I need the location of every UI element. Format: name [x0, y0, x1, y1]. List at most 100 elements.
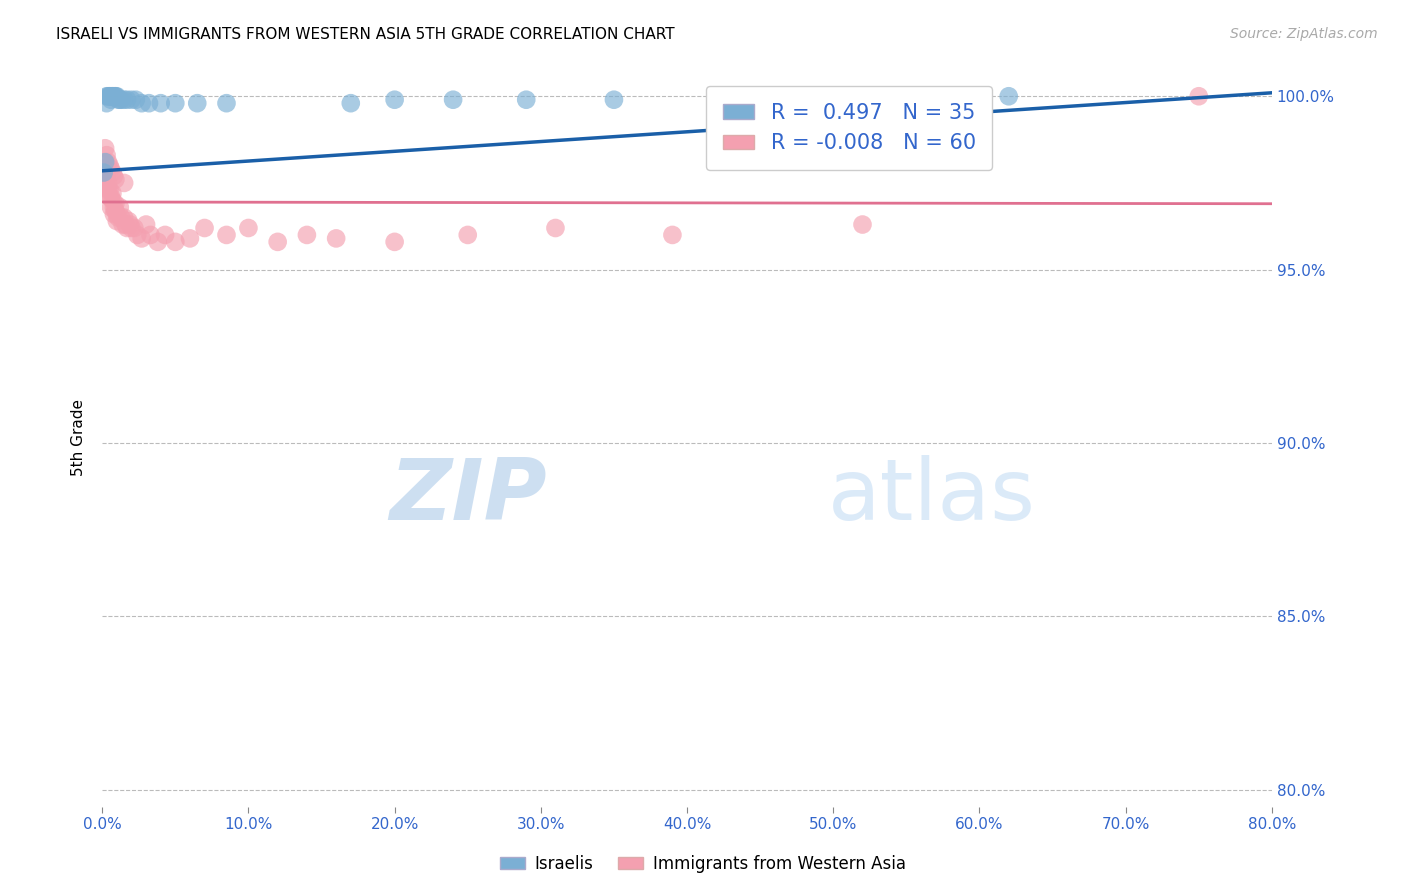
Point — [138, 96, 160, 111]
Point — [117, 214, 139, 228]
Point — [295, 227, 318, 242]
Point — [339, 96, 361, 111]
Point — [384, 93, 406, 107]
Point — [851, 218, 873, 232]
Point — [105, 207, 128, 221]
Point — [118, 218, 141, 232]
Text: ZIP: ZIP — [389, 455, 547, 539]
Point — [101, 186, 124, 201]
Point — [100, 93, 122, 107]
Point — [98, 89, 121, 103]
Point — [100, 162, 122, 177]
Point — [112, 211, 135, 225]
Point — [103, 207, 125, 221]
Point — [94, 155, 117, 169]
Point — [139, 227, 162, 242]
Point — [515, 93, 537, 107]
Point — [104, 196, 127, 211]
Point — [193, 221, 215, 235]
Point — [104, 89, 127, 103]
Point — [94, 176, 117, 190]
Point — [131, 96, 153, 111]
Point — [603, 93, 626, 107]
Point — [104, 172, 127, 186]
Point — [97, 89, 120, 103]
Point — [94, 165, 117, 179]
Point — [108, 200, 131, 214]
Point — [325, 231, 347, 245]
Point — [100, 190, 122, 204]
Point — [215, 227, 238, 242]
Point — [111, 218, 134, 232]
Point — [107, 211, 129, 225]
Point — [266, 235, 288, 249]
Point — [115, 221, 138, 235]
Point — [97, 183, 120, 197]
Point — [112, 93, 135, 107]
Point — [146, 235, 169, 249]
Point — [96, 169, 118, 183]
Point — [108, 93, 131, 107]
Point — [544, 221, 567, 235]
Y-axis label: 5th Grade: 5th Grade — [72, 400, 86, 476]
Point — [135, 218, 157, 232]
Point — [107, 93, 129, 107]
Point — [96, 179, 118, 194]
Point — [97, 176, 120, 190]
Point — [441, 93, 464, 107]
Point — [661, 227, 683, 242]
Point — [127, 227, 149, 242]
Point — [101, 89, 124, 103]
Point — [153, 227, 176, 242]
Legend: R =  0.497   N = 35, R = -0.008   N = 60: R = 0.497 N = 35, R = -0.008 N = 60 — [706, 87, 993, 170]
Point — [384, 235, 406, 249]
Point — [179, 231, 201, 245]
Point — [165, 96, 187, 111]
Point — [98, 183, 121, 197]
Point — [457, 227, 479, 242]
Point — [96, 148, 118, 162]
Point — [115, 93, 138, 107]
Text: atlas: atlas — [827, 455, 1035, 539]
Point — [238, 221, 260, 235]
Point — [165, 235, 187, 249]
Point — [110, 211, 132, 225]
Point — [186, 96, 208, 111]
Point — [125, 93, 148, 107]
Point — [96, 96, 118, 111]
Point — [112, 176, 135, 190]
Point — [110, 93, 132, 107]
Point — [98, 89, 121, 103]
Text: ISRAELI VS IMMIGRANTS FROM WESTERN ASIA 5TH GRADE CORRELATION CHART: ISRAELI VS IMMIGRANTS FROM WESTERN ASIA … — [56, 27, 675, 42]
Point — [1188, 89, 1211, 103]
Point — [100, 89, 122, 103]
Point — [120, 221, 142, 235]
Point — [149, 96, 172, 111]
Point — [98, 190, 121, 204]
Point — [749, 93, 772, 107]
Point — [96, 89, 118, 103]
Point — [105, 214, 128, 228]
Point — [98, 159, 121, 173]
Point — [97, 155, 120, 169]
Point — [104, 203, 127, 218]
Point — [120, 93, 142, 107]
Point — [101, 165, 124, 179]
Point — [93, 162, 115, 177]
Point — [105, 89, 128, 103]
Point — [100, 200, 122, 214]
Point — [215, 96, 238, 111]
Text: Source: ZipAtlas.com: Source: ZipAtlas.com — [1230, 27, 1378, 41]
Point — [101, 89, 124, 103]
Point — [101, 194, 124, 208]
Point — [103, 169, 125, 183]
Point — [93, 169, 115, 183]
Point — [104, 89, 127, 103]
Point — [103, 200, 125, 214]
Point — [114, 218, 136, 232]
Legend: Israelis, Immigrants from Western Asia: Israelis, Immigrants from Western Asia — [494, 848, 912, 880]
Point — [997, 89, 1019, 103]
Point — [103, 89, 125, 103]
Point — [93, 165, 115, 179]
Point — [94, 141, 117, 155]
